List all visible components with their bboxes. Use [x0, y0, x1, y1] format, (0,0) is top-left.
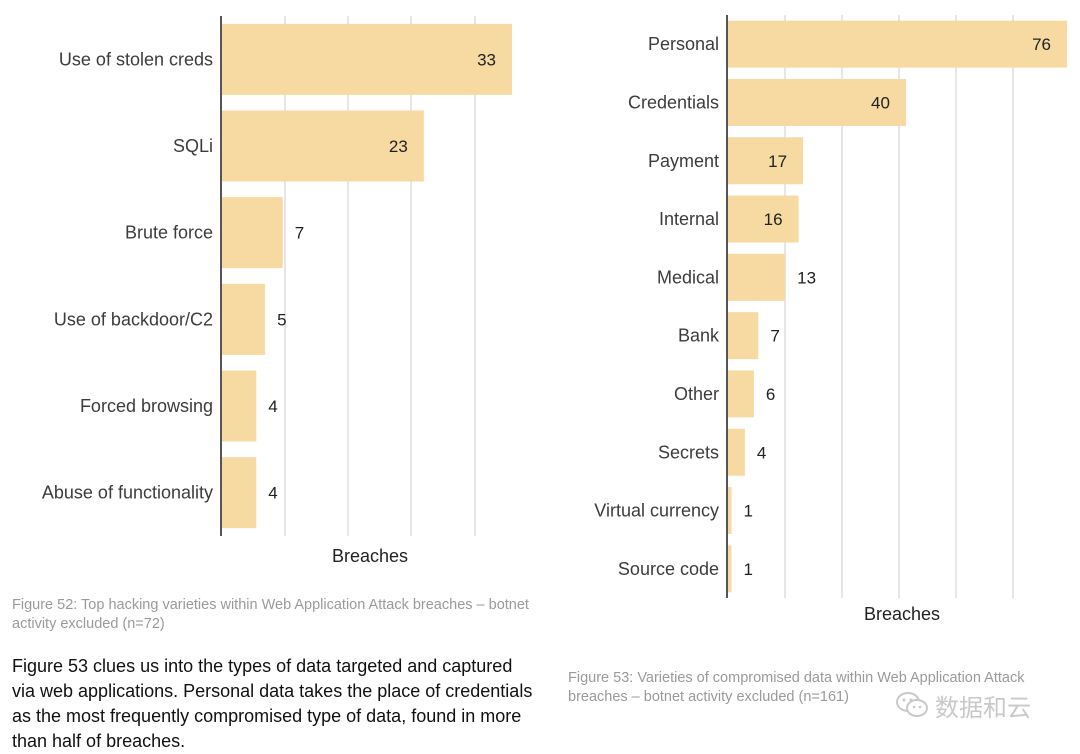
category-label: Credentials	[628, 92, 719, 112]
bar	[727, 370, 754, 418]
category-label: Forced browsing	[80, 396, 213, 416]
value-label: 7	[295, 224, 304, 243]
category-label: Payment	[648, 151, 719, 171]
value-label: 40	[871, 93, 890, 112]
value-label: 23	[389, 137, 408, 156]
figure-52-caption: Figure 52: Top hacking varieties within …	[12, 597, 529, 632]
value-label: 7	[770, 327, 779, 346]
bar	[727, 78, 906, 126]
x-axis-title: Breaches	[864, 604, 940, 624]
value-label: 13	[797, 268, 816, 287]
bar	[221, 110, 424, 182]
bar	[727, 20, 1067, 68]
value-label: 4	[268, 484, 277, 503]
category-label: Use of backdoor/C2	[54, 309, 213, 329]
body-paragraph: Figure 53 clues us into the types of dat…	[12, 656, 533, 751]
value-label: 4	[757, 443, 766, 462]
bar	[221, 457, 257, 529]
value-label: 1	[743, 560, 752, 579]
category-label: Abuse of functionality	[42, 483, 213, 503]
category-label: Source code	[618, 559, 719, 579]
bar	[221, 23, 512, 95]
bar	[727, 428, 745, 476]
bar	[727, 487, 732, 535]
value-label: 16	[764, 210, 783, 229]
category-label: Other	[674, 384, 719, 404]
bar	[727, 137, 804, 185]
category-label: Use of stolen creds	[59, 49, 213, 69]
value-label: 17	[768, 152, 787, 171]
value-label: 6	[766, 385, 775, 404]
category-label: SQLi	[173, 136, 213, 156]
category-label: Medical	[657, 267, 719, 287]
watermark-text: 数据和云	[935, 693, 1031, 722]
bar	[727, 312, 759, 360]
figure-53-caption: Figure 53: Varieties of compromised data…	[568, 670, 1025, 705]
bar	[727, 253, 786, 301]
value-label: 4	[268, 397, 277, 416]
category-label: Bank	[678, 326, 720, 346]
figure-52-chart: Use of stolen creds 33 SQLi 23 Brute force 7 U…	[42, 16, 512, 566]
category-label: Secrets	[658, 442, 719, 462]
value-label: 33	[477, 50, 496, 69]
bar	[727, 195, 799, 243]
bar	[221, 197, 283, 269]
wechat-icon	[896, 692, 928, 717]
bar	[221, 370, 257, 442]
category-label: Virtual currency	[594, 501, 719, 521]
value-label: 1	[743, 502, 752, 521]
value-label: 5	[277, 310, 286, 329]
category-label: Brute force	[125, 223, 213, 243]
bar	[727, 545, 732, 593]
bar	[221, 283, 266, 355]
watermark: 数据和云	[895, 688, 1065, 722]
value-label: 76	[1032, 35, 1051, 54]
category-label: Personal	[648, 34, 719, 54]
x-axis-title: Breaches	[332, 546, 408, 566]
category-label: Internal	[659, 209, 719, 229]
